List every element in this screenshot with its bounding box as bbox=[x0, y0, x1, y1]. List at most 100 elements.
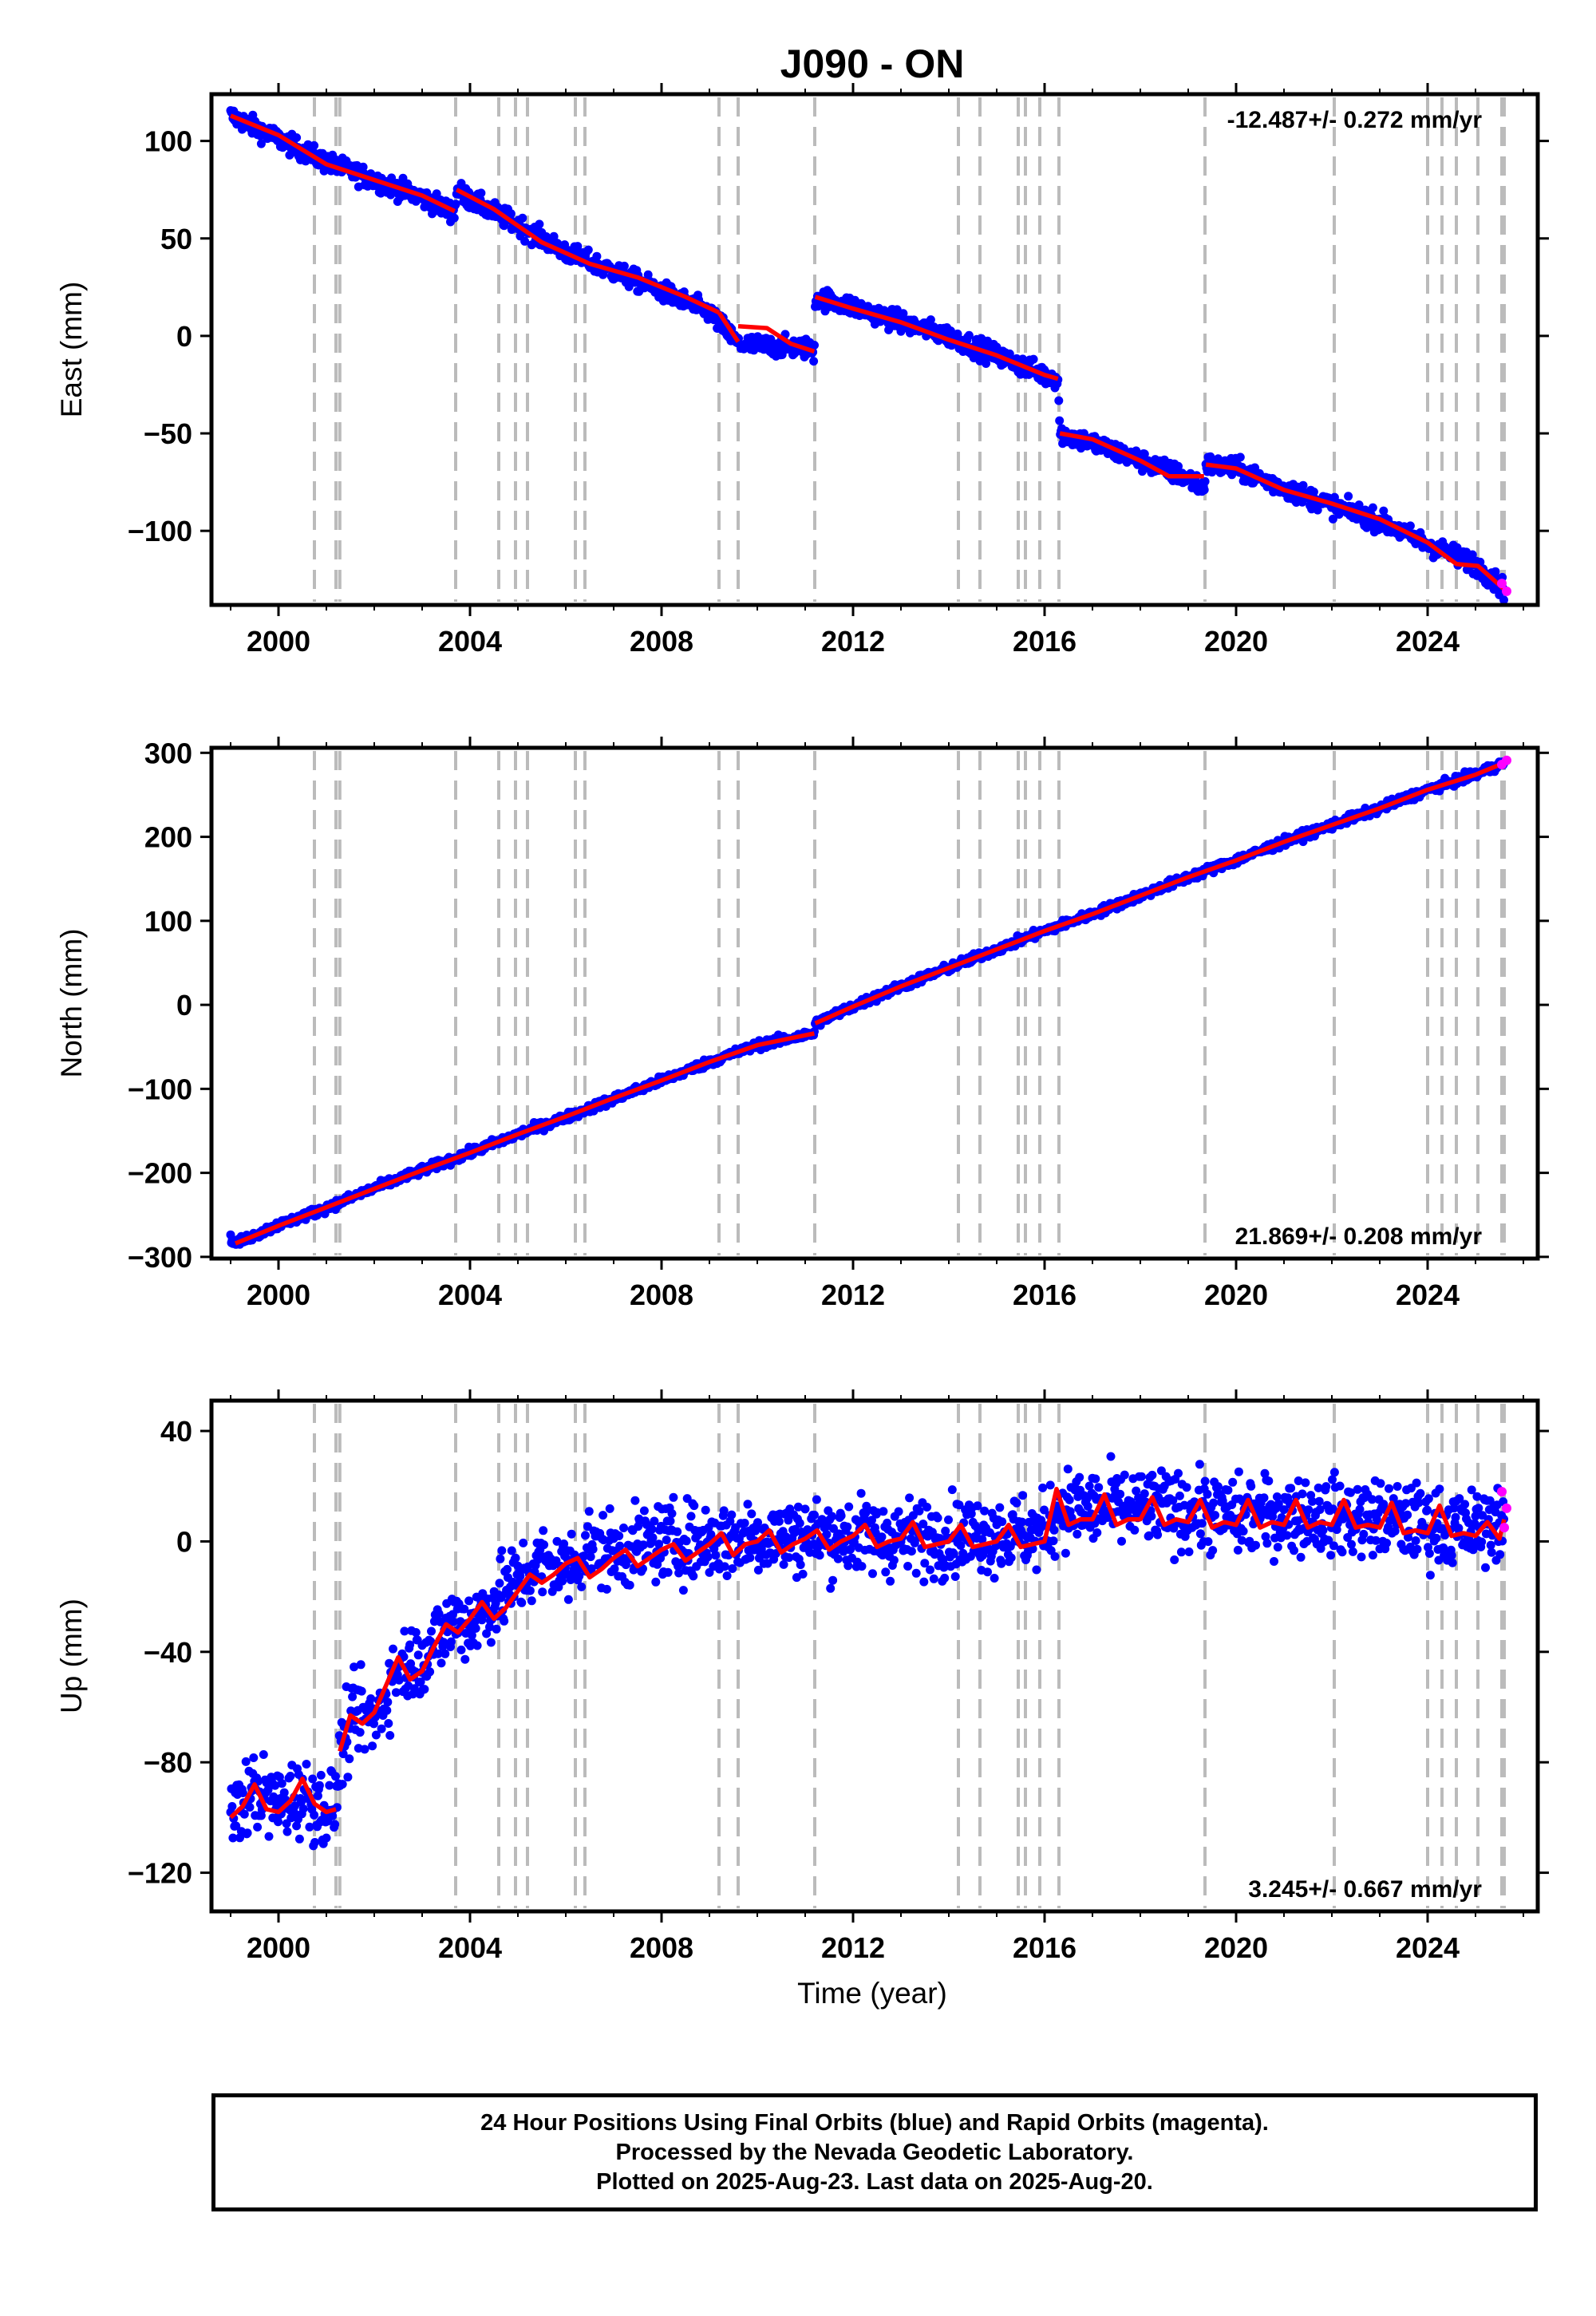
data-point bbox=[517, 1598, 527, 1607]
data-point bbox=[456, 1645, 466, 1654]
data-point bbox=[815, 1551, 824, 1560]
data-point bbox=[1075, 1472, 1084, 1482]
data-point bbox=[826, 1583, 836, 1593]
data-point bbox=[277, 1779, 286, 1788]
data-point bbox=[919, 1577, 929, 1587]
data-point bbox=[610, 1564, 619, 1574]
data-point bbox=[1344, 492, 1353, 501]
data-point bbox=[933, 1513, 942, 1523]
data-point bbox=[1200, 1476, 1210, 1486]
x-tick-label: 2012 bbox=[821, 1279, 885, 1311]
data-point bbox=[1055, 416, 1065, 425]
y-tick-label: 100 bbox=[144, 125, 192, 158]
data-point bbox=[256, 139, 266, 148]
data-point bbox=[1032, 1565, 1041, 1575]
data-point bbox=[843, 1561, 853, 1571]
data-point bbox=[539, 1540, 549, 1550]
data-point bbox=[619, 261, 629, 271]
data-point bbox=[1174, 1468, 1183, 1478]
data-point bbox=[292, 133, 302, 142]
data-point bbox=[1259, 1493, 1269, 1503]
data-point bbox=[535, 219, 544, 229]
data-point bbox=[1061, 1548, 1070, 1558]
data-point bbox=[472, 1641, 482, 1650]
data-point bbox=[602, 1584, 611, 1594]
data-point bbox=[947, 1485, 957, 1495]
data-point bbox=[360, 1745, 369, 1754]
data-point bbox=[464, 1596, 474, 1606]
data-point bbox=[1018, 1491, 1028, 1500]
data-point bbox=[614, 1531, 624, 1540]
data-point bbox=[1368, 503, 1377, 512]
data-point bbox=[1117, 1536, 1126, 1546]
data-point bbox=[1235, 453, 1245, 462]
data-point bbox=[330, 1820, 340, 1829]
data-point bbox=[519, 1538, 528, 1547]
data-point bbox=[1309, 487, 1318, 496]
model-fit-line bbox=[717, 311, 741, 343]
x-tick-label: 2008 bbox=[630, 1279, 693, 1311]
data-point bbox=[1195, 1529, 1205, 1539]
data-point bbox=[964, 330, 974, 340]
data-point bbox=[496, 1554, 505, 1563]
data-point bbox=[689, 1571, 698, 1581]
data-point bbox=[1140, 1489, 1149, 1499]
data-point bbox=[1273, 1543, 1282, 1552]
data-point bbox=[703, 1552, 713, 1562]
data-point bbox=[1213, 1482, 1223, 1492]
data-point bbox=[727, 1510, 737, 1520]
data-point bbox=[411, 1628, 421, 1637]
data-point bbox=[356, 1660, 365, 1670]
data-point bbox=[253, 1822, 263, 1832]
data-point bbox=[1050, 1551, 1060, 1561]
data-point bbox=[1199, 485, 1209, 495]
data-point bbox=[314, 1780, 324, 1790]
data-point bbox=[911, 1568, 921, 1578]
data-point bbox=[812, 1495, 821, 1504]
data-point bbox=[598, 1511, 608, 1520]
data-point bbox=[1405, 521, 1415, 531]
y-tick-label: 100 bbox=[144, 905, 192, 938]
data-point bbox=[1228, 1477, 1238, 1487]
data-point bbox=[1298, 480, 1308, 490]
data-point bbox=[1211, 1511, 1220, 1520]
data-point bbox=[753, 1518, 762, 1528]
x-tick-label: 2020 bbox=[1204, 625, 1268, 658]
data-point bbox=[383, 1697, 393, 1707]
data-point bbox=[586, 1552, 595, 1562]
data-point bbox=[308, 1774, 318, 1784]
data-point bbox=[1153, 1530, 1163, 1539]
data-point bbox=[1251, 1540, 1260, 1550]
data-point bbox=[384, 1719, 393, 1728]
x-tick-label: 2020 bbox=[1204, 1279, 1268, 1311]
data-point bbox=[286, 1772, 295, 1780]
data-point bbox=[382, 1705, 392, 1715]
data-point bbox=[1197, 1519, 1207, 1528]
data-point bbox=[1063, 1464, 1073, 1474]
y-tick-label: −300 bbox=[128, 1241, 192, 1274]
data-point bbox=[1174, 461, 1183, 471]
data-point bbox=[983, 1567, 992, 1577]
data-point bbox=[843, 1522, 852, 1531]
data-point bbox=[486, 1638, 496, 1647]
rapid-orbit-point bbox=[1502, 755, 1511, 765]
y-tick-label: 200 bbox=[144, 821, 192, 854]
data-point bbox=[1184, 1547, 1194, 1556]
data-point bbox=[227, 1802, 237, 1811]
y-tick-label: −100 bbox=[128, 1073, 192, 1105]
data-point bbox=[1175, 1491, 1184, 1500]
data-point bbox=[440, 1649, 450, 1658]
data-point bbox=[538, 1587, 547, 1597]
x-tick-label: 2004 bbox=[438, 625, 502, 658]
rate-annotation: -12.487+/- 0.272 mm/yr bbox=[1227, 107, 1483, 133]
model-fit-line bbox=[1205, 462, 1506, 591]
data-point bbox=[282, 1827, 292, 1836]
data-point bbox=[588, 1544, 598, 1554]
data-point bbox=[573, 242, 583, 251]
data-point bbox=[630, 1496, 640, 1505]
data-point bbox=[922, 1503, 932, 1512]
data-point bbox=[1262, 1539, 1272, 1548]
data-point bbox=[654, 1539, 664, 1549]
data-point bbox=[449, 213, 459, 223]
data-point bbox=[298, 1804, 308, 1813]
